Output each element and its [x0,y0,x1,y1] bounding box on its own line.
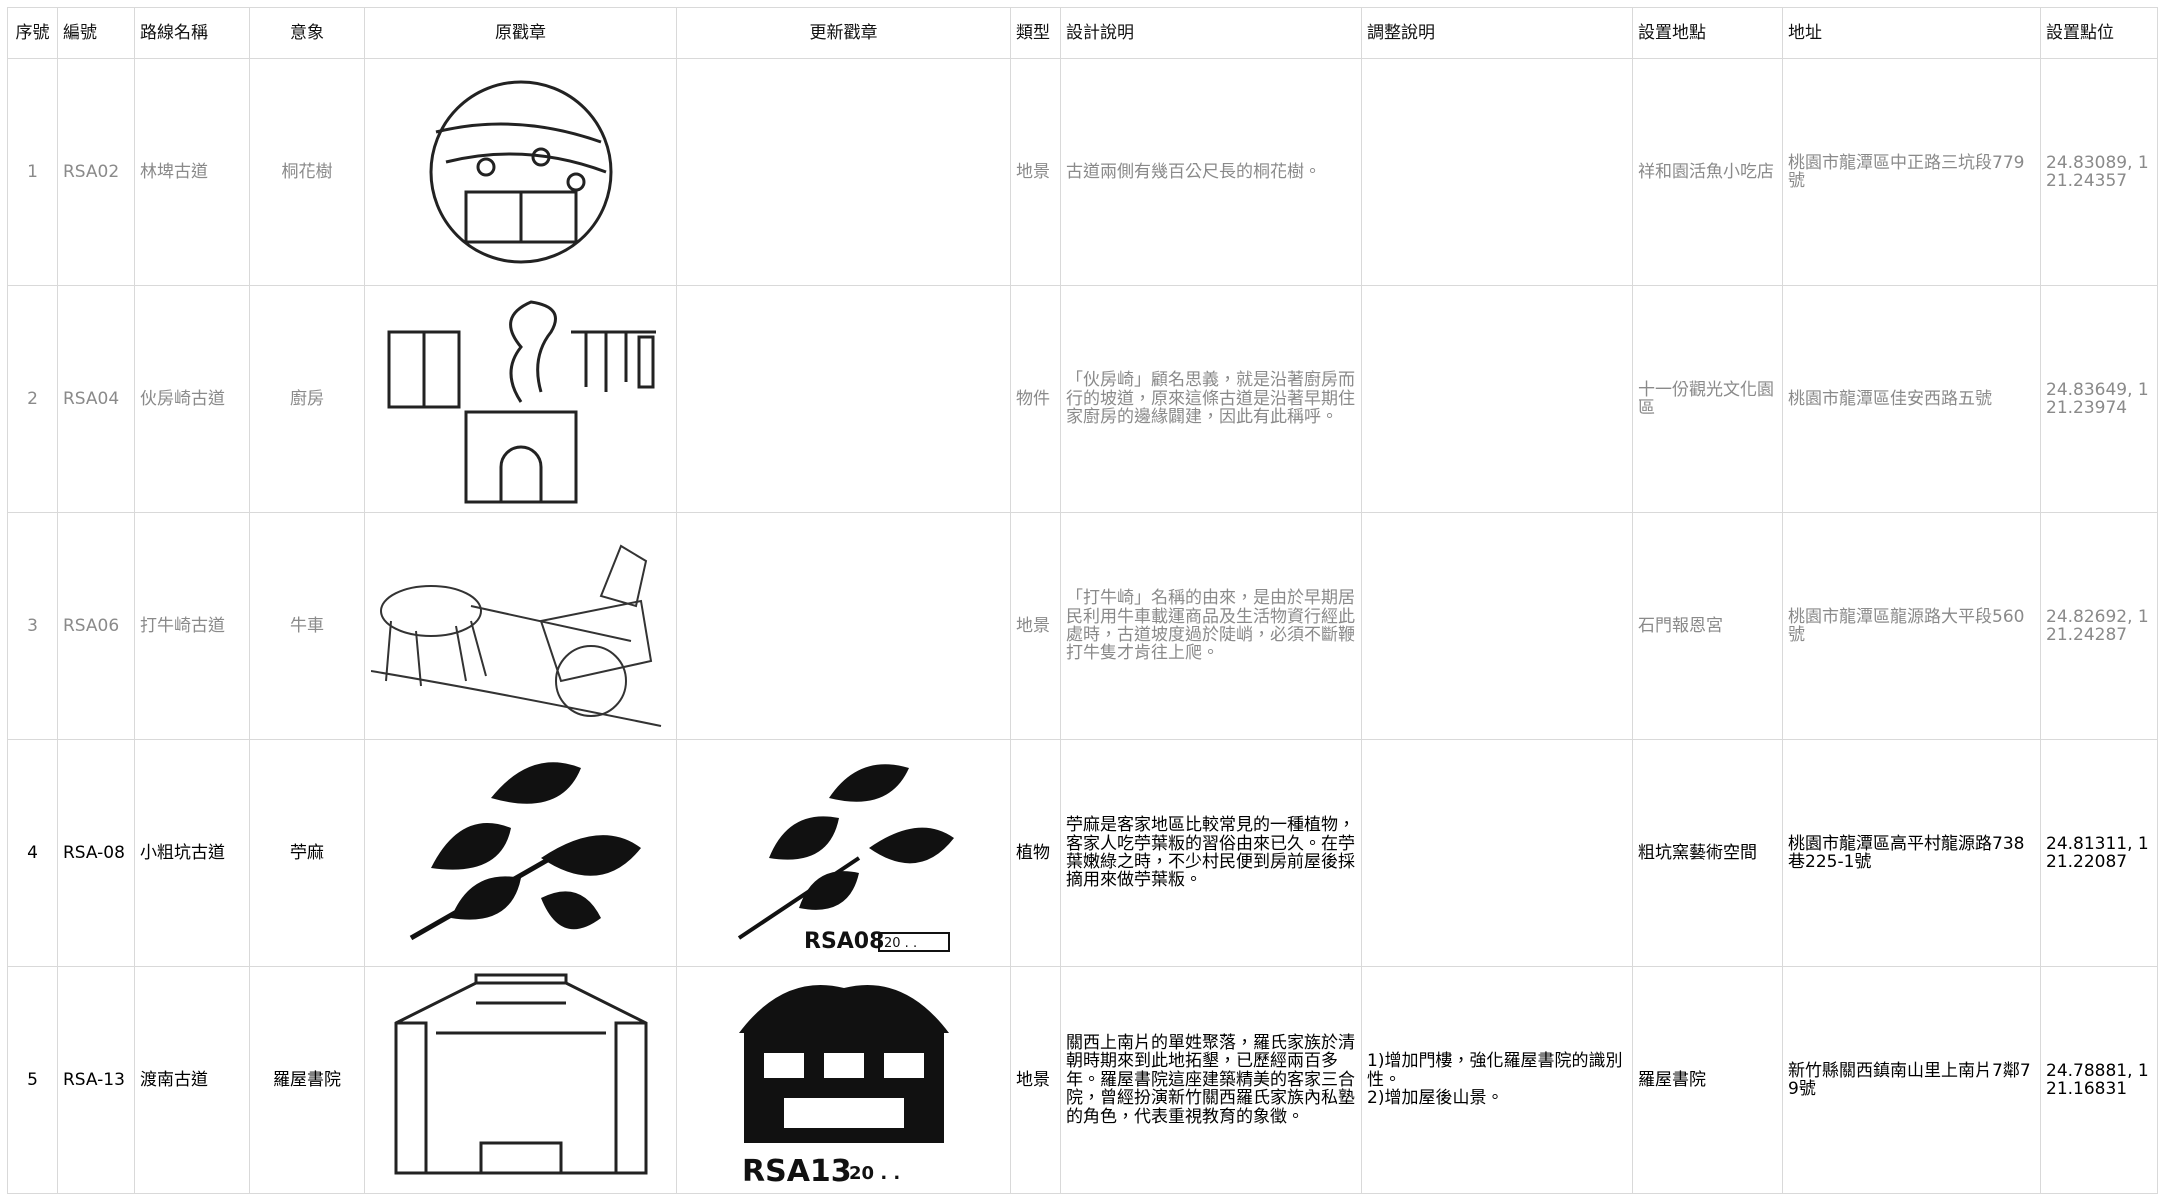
updated-stamp [676,285,1011,513]
header-cell: 設置地點 [1632,7,1783,59]
route-code: RSA-13 [57,966,135,1194]
imagery: 廚房 [249,285,365,513]
imagery: 羅屋書院 [249,966,365,1194]
serial-number: 5 [7,966,58,1194]
table-row: 2 RSA04 伙房崎古道 廚房 物件 「伙房崎」顧名思義，就是沿著廚房而行的坡道，原來這… [7,285,2158,513]
serial-number: 4 [7,739,58,967]
header-cell: 意象 [249,7,365,59]
route-code: RSA04 [57,285,135,513]
updated-stamp [676,512,1011,740]
original-stamp [364,285,677,513]
header-cell: 更新戳章 [676,7,1011,59]
location: 羅屋書院 [1632,966,1783,1194]
route-code: RSA02 [57,58,135,286]
location: 粗坑窯藝術空間 [1632,739,1783,967]
address: 桃園市龍潭區龍源路大平段560號 [1782,512,2041,740]
stamp-date: 20 . . [849,1163,900,1184]
updated-stamp: RSA08 20 . . [676,739,1011,967]
table-row: 1 RSA02 林埤古道 桐花樹 地景 古道兩側有幾百公尺長的桐花樹。 祥和園活魚小吃店 桃園… [7,58,2158,286]
header-cell: 設置點位 [2040,7,2158,59]
stamp-illustration [409,762,641,941]
stamp-illustration [370,544,661,727]
stamp-type: 物件 [1010,285,1061,513]
adjustment-description [1361,285,1633,513]
serial-number: 2 [7,285,58,513]
adjustment-description: 1)增加門樓，強化羅屋書院的識別性。 2)增加屋後山景。 [1361,966,1633,1194]
stamp-code: RSA13 [742,1154,852,1188]
coordinates: 24.81311, 121.22087 [2040,739,2158,967]
route-code: RSA-08 [57,739,135,967]
address: 桃園市龍潭區高平村龍源路738巷225-1號 [1782,739,2041,967]
stamp-type: 地景 [1010,512,1061,740]
imagery: 牛車 [249,512,365,740]
imagery: 桐花樹 [249,58,365,286]
serial-number: 1 [7,58,58,286]
adjustment-description [1361,58,1633,286]
header-cell: 調整說明 [1361,7,1633,59]
table-row: 3 RSA06 打牛崎古道 牛車 地景 「打牛崎」名稱的由來，是由於早期居民利用牛車載運商… [7,512,2158,740]
address: 新竹縣關西鎮南山里上南片7鄰79號 [1782,966,2041,1194]
table-row: 4 RSA-08 小粗坑古道 苧麻 RSA08 20 . . 植物 苧麻是客家地區比較常見的一… [7,739,2158,967]
header-cell: 原戳章 [364,7,677,59]
stamp-date: 20 . . [884,936,917,951]
header-cell: 編號 [57,7,135,59]
adjustment-description [1361,739,1633,967]
coordinates: 24.83649, 121.23974 [2040,285,2158,513]
stamp-illustration: RSA08 20 . . [737,764,954,954]
adjustment-line: 1)增加門樓，強化羅屋書院的識別性。 [1367,1051,1623,1090]
adjustment-line: 2)增加屋後山景。 [1367,1088,1504,1109]
original-stamp [364,966,677,1194]
address: 桃園市龍潭區中正路三坑段779號 [1782,58,2041,286]
original-stamp [364,512,677,740]
serial-number: 3 [7,512,58,740]
coordinates: 24.83089, 121.24357 [2040,58,2158,286]
design-description: 苧麻是客家地區比較常見的一種植物，客家人吃苧葉粄的習俗由來已久。在苧葉嫩綠之時，… [1060,739,1362,967]
header-cell: 序號 [7,7,58,59]
imagery: 苧麻 [249,739,365,967]
route-code: RSA06 [57,512,135,740]
stamp-illustration [387,299,656,503]
route-name: 打牛崎古道 [134,512,250,740]
route-name: 伙房崎古道 [134,285,250,513]
design-description: 「伙房崎」顧名思義，就是沿著廚房而行的坡道，原來這條古道是沿著早期住家廚房的邊緣… [1060,285,1362,513]
stamp-type: 植物 [1010,739,1061,967]
design-description: 關西上南片的單姓聚落，羅氏家族於清朝時期來到此地拓墾，已歷經兩百多年。羅屋書院這… [1060,966,1362,1194]
header-cell: 路線名稱 [134,7,250,59]
original-stamp [364,739,677,967]
route-name: 渡南古道 [134,966,250,1194]
address: 桃園市龍潭區佳安西路五號 [1782,285,2041,513]
stamp-type: 地景 [1010,58,1061,286]
adjustment-description [1361,512,1633,740]
stamp-type: 地景 [1010,966,1061,1194]
stamp-illustration [394,973,647,1174]
route-name: 林埤古道 [134,58,250,286]
header-cell: 地址 [1782,7,2041,59]
header-cell: 類型 [1010,7,1061,59]
location: 祥和園活魚小吃店 [1632,58,1783,286]
coordinates: 24.82692, 121.24287 [2040,512,2158,740]
location: 十一份觀光文化園區 [1632,285,1783,513]
header-row: 序號 編號 路線名稱 意象 原戳章 更新戳章 類型 設計說明 調整說明 設置地點 地址 設置點位 [7,7,2158,59]
design-description: 古道兩側有幾百公尺長的桐花樹。 [1060,58,1362,286]
route-name: 小粗坑古道 [134,739,250,967]
original-stamp [364,58,677,286]
coordinates: 24.78881, 121.16831 [2040,966,2158,1194]
stamp-code: RSA08 [804,929,884,954]
design-description: 「打牛崎」名稱的由來，是由於早期居民利用牛車載運商品及生活物資行經此處時，古道坡… [1060,512,1362,740]
updated-stamp [676,58,1011,286]
stamp-illustration [429,80,612,264]
location: 石門報恩宮 [1632,512,1783,740]
table-row: 5 RSA-13 渡南古道 羅屋書院 RSA13 20 . . 地景 關西上南片的單姓聚落，羅… [7,966,2158,1194]
updated-stamp: RSA13 20 . . [676,966,1011,1194]
header-cell: 設計說明 [1060,7,1362,59]
